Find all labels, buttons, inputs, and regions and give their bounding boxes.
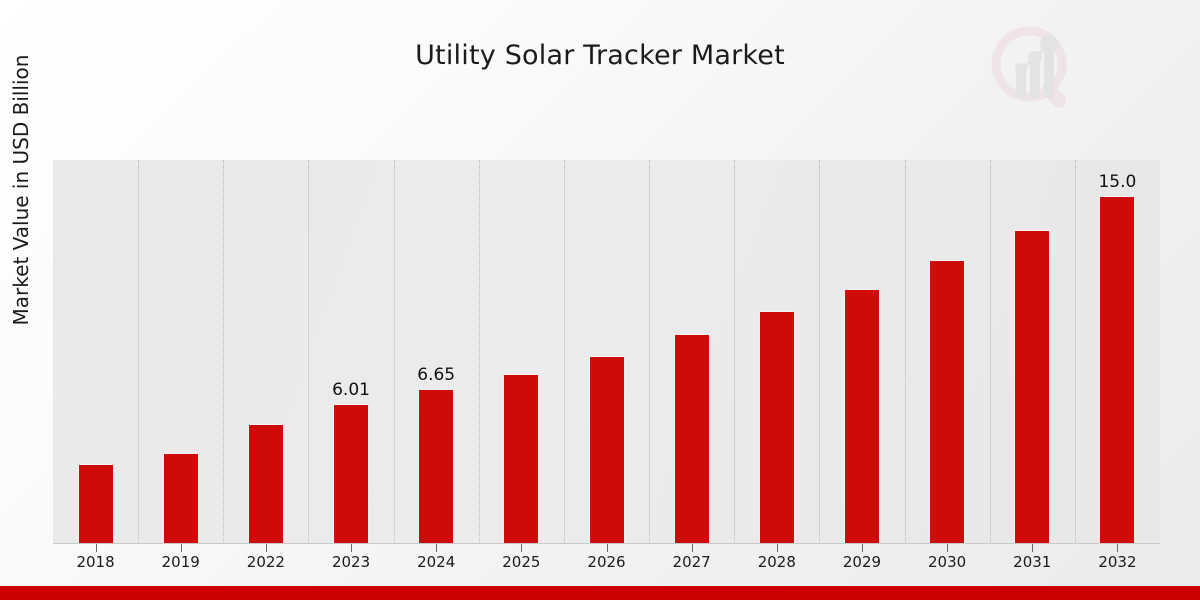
footer-band <box>0 586 1200 600</box>
bar <box>843 289 880 543</box>
x-axis-tick <box>861 544 863 552</box>
x-axis-tick-label: 2024 <box>417 553 456 571</box>
x-axis-tick <box>691 544 693 552</box>
bar <box>588 356 625 543</box>
gridline <box>734 160 736 544</box>
x-axis-line <box>53 543 1160 544</box>
bar <box>673 334 710 543</box>
bar <box>247 424 284 543</box>
x-axis-tick-label: 2019 <box>161 553 200 571</box>
gridline <box>138 160 140 544</box>
bar <box>333 404 370 543</box>
gridline <box>1074 160 1076 544</box>
bar <box>503 374 540 543</box>
bar <box>77 464 114 543</box>
x-axis-tick <box>1032 544 1034 552</box>
gridline <box>478 160 480 544</box>
x-axis-tick-label: 2026 <box>587 553 626 571</box>
x-axis-tick <box>1117 544 1119 552</box>
x-axis-tick-label: 2030 <box>928 553 967 571</box>
bar <box>418 389 455 543</box>
x-axis-tick <box>95 544 97 552</box>
x-axis-tick-label: 2032 <box>1098 553 1137 571</box>
x-axis-tick-label: 2018 <box>76 553 115 571</box>
bar-value-label: 15.0 <box>1098 172 1137 192</box>
bar <box>758 311 795 543</box>
gridline <box>393 160 395 544</box>
gridline <box>819 160 821 544</box>
magnifier-bar-chart-logo-icon <box>985 22 1081 114</box>
bar-value-label: 6.01 <box>332 380 370 400</box>
bar-value-label: 6.65 <box>417 365 456 385</box>
x-axis-tick <box>351 544 353 552</box>
x-axis-tick <box>947 544 949 552</box>
gridline <box>223 160 225 544</box>
page-title: Utility Solar Tracker Market <box>415 40 785 71</box>
bar <box>1014 230 1051 543</box>
gridline <box>563 160 565 544</box>
gridline <box>989 160 991 544</box>
x-axis-tick <box>606 544 608 552</box>
x-axis-tick <box>265 544 267 552</box>
x-axis-tick <box>436 544 438 552</box>
gridline <box>649 160 651 544</box>
x-axis-tick-label: 2031 <box>1013 553 1052 571</box>
x-axis-tick <box>776 544 778 552</box>
x-axis-tick-label: 2023 <box>331 553 371 571</box>
bar <box>929 260 966 543</box>
x-axis-tick-label: 2029 <box>842 553 882 571</box>
x-axis-tick <box>521 544 523 552</box>
y-axis-label: Market Value in USD Billion <box>9 54 33 326</box>
bar <box>1099 196 1136 543</box>
x-axis-tick-label: 2025 <box>502 553 541 571</box>
x-axis-tick-label: 2027 <box>672 553 711 571</box>
bar <box>162 453 199 543</box>
x-axis-tick <box>180 544 182 552</box>
x-axis-tick-label: 2028 <box>757 553 796 571</box>
x-axis-tick-label: 2022 <box>246 553 285 571</box>
gridline <box>308 160 310 544</box>
gridline <box>904 160 906 544</box>
